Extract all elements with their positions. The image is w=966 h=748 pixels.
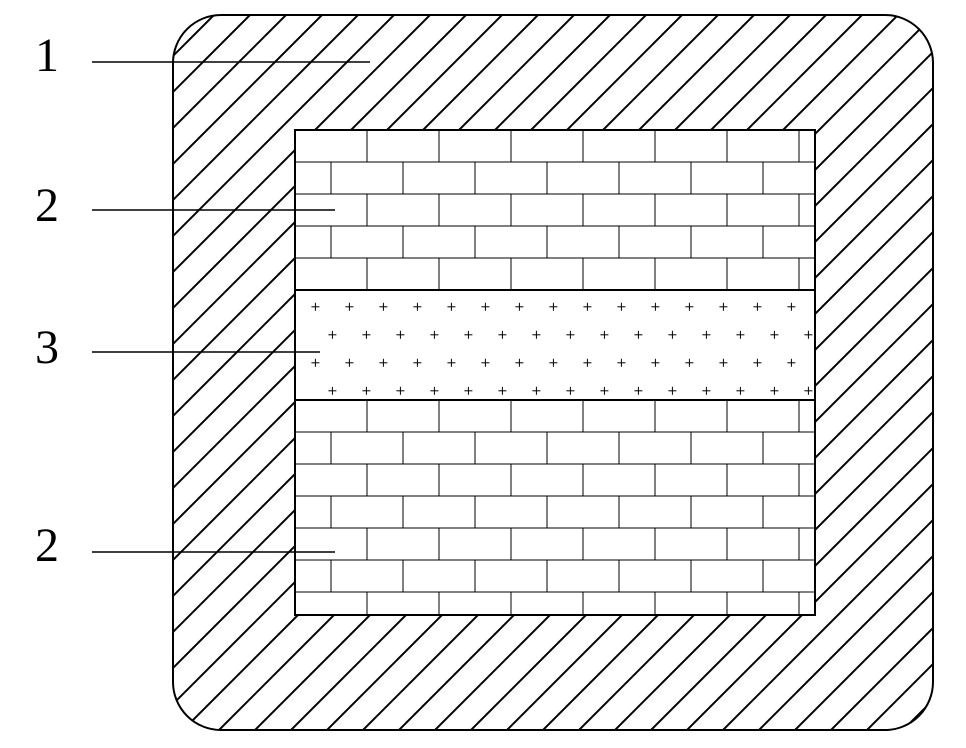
callout-label-3: 3 xyxy=(35,320,59,375)
callout-label-2a: 2 xyxy=(35,178,59,233)
inner-region xyxy=(295,130,815,615)
callout-label-1: 1 xyxy=(35,28,59,83)
callout-label-2b: 2 xyxy=(35,518,59,573)
diagram-stage xyxy=(0,0,966,743)
diagram-svg xyxy=(0,0,966,743)
